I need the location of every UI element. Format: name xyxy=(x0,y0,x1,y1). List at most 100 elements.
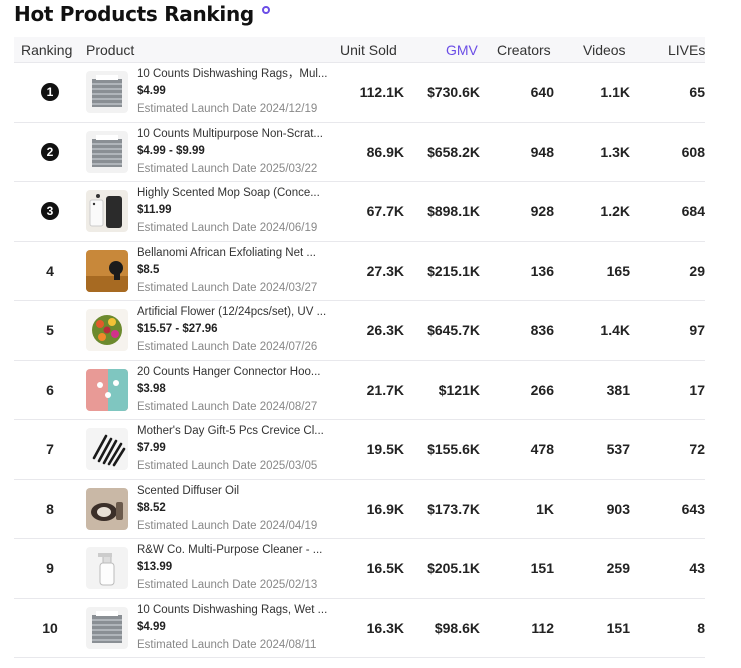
ranking-table: Ranking Product Unit Sold GMV Creators V… xyxy=(14,37,705,658)
launch-date: Estimated Launch Date 2025/03/22 xyxy=(137,162,318,175)
product-thumbnail-rags[interactable] xyxy=(86,71,128,113)
unit-sold-value: 16.5K xyxy=(366,560,404,577)
lives-value: 65 xyxy=(689,84,705,101)
table-row-8[interactable]: 8 Scented Diffuser Oil $8.52 Estimated L… xyxy=(14,478,705,539)
rank-badge: 1 xyxy=(41,83,59,102)
unit-sold-value: 26.3K xyxy=(366,322,404,339)
header: Hot Products Ranking xyxy=(14,0,270,28)
product-name[interactable]: R&W Co. Multi-Purpose Cleaner - ... xyxy=(137,544,323,556)
col-creators[interactable]: Creators xyxy=(497,41,551,58)
gmv-value: $205.1K xyxy=(427,560,480,577)
table-row-7[interactable]: 7 Mother's Day Gift-5 Pcs Crevice Cl... … xyxy=(14,419,705,479)
product-thumbnail-rags[interactable] xyxy=(86,130,128,173)
rank-cell: 5 xyxy=(41,301,59,360)
product-name[interactable]: 10 Counts Multipurpose Non-Scrat... xyxy=(137,127,324,140)
product-name[interactable]: 20 Counts Hanger Connector Hoo... xyxy=(137,365,321,378)
product-name[interactable]: Mother's Day Gift-5 Pcs Crevice Cl... xyxy=(137,425,324,437)
product-info: Artificial Flower (12/24pcs/set), UV ...… xyxy=(137,305,337,356)
creators-value: 112 xyxy=(531,619,554,636)
unit-sold-value: 86.9K xyxy=(366,143,404,160)
lives-value: 17 xyxy=(689,381,705,398)
rank-badge: 8 xyxy=(46,500,54,517)
product-thumbnail-soap[interactable] xyxy=(86,190,128,232)
lives-value: 29 xyxy=(689,262,705,279)
rank-cell: 10 xyxy=(41,599,59,658)
table-row-3[interactable]: 3 Highly Scented Mop Soap (Conce... $11.… xyxy=(14,181,705,241)
product-thumbnail-cat[interactable] xyxy=(86,487,128,530)
gmv-value: $121K xyxy=(438,381,480,398)
product-thumbnail-rags[interactable] xyxy=(86,606,128,649)
videos-value: 381 xyxy=(606,381,630,398)
gmv-value: $658.2K xyxy=(427,143,480,160)
lives-value: 684 xyxy=(681,203,705,220)
col-unit-sold[interactable]: Unit Sold xyxy=(340,41,397,58)
table-row-6[interactable]: 6 20 Counts Hanger Connector Hoo... $3.9… xyxy=(14,359,705,420)
rank-cell: 6 xyxy=(41,361,59,420)
rank-cell: 2 xyxy=(41,123,59,182)
launch-date: Estimated Launch Date 2024/06/19 xyxy=(137,222,318,234)
creators-value: 640 xyxy=(530,84,554,101)
table-row-5[interactable]: 5 Artificial Flower (12/24pcs/set), UV .… xyxy=(14,300,705,360)
creators-value: 136 xyxy=(530,262,554,279)
product-name[interactable]: Bellanomi African Exfoliating Net ... xyxy=(137,246,316,259)
lives-value: 643 xyxy=(681,500,705,517)
rank-cell: 1 xyxy=(41,63,59,122)
page-title: Hot Products Ranking xyxy=(14,2,254,26)
gmv-value: $730.6K xyxy=(427,84,480,101)
product-thumbnail-net[interactable] xyxy=(86,249,128,292)
product-thumbnail-brush[interactable] xyxy=(86,428,128,470)
creators-value: 478 xyxy=(530,441,554,458)
product-info: Highly Scented Mop Soap (Conce... $11.99… xyxy=(137,186,337,237)
product-info: 10 Counts Multipurpose Non-Scrat... $4.9… xyxy=(137,127,337,178)
launch-date: Estimated Launch Date 2024/07/26 xyxy=(137,341,318,353)
videos-value: 151 xyxy=(606,619,630,636)
col-lives[interactable]: LIVEs xyxy=(668,41,706,58)
product-price: $3.98 xyxy=(137,382,166,395)
table-row-10[interactable]: 10 10 Counts Dishwashing Rags, Wet ... $… xyxy=(14,597,705,658)
table-row-9[interactable]: 9 R&W Co. Multi-Purpose Cleaner - ... $1… xyxy=(14,538,705,598)
product-name[interactable]: Artificial Flower (12/24pcs/set), UV ... xyxy=(137,306,327,318)
launch-date: Estimated Launch Date 2024/08/27 xyxy=(137,400,318,413)
product-thumbnail-hanger[interactable] xyxy=(86,368,128,411)
unit-sold-value: 67.7K xyxy=(366,203,404,220)
gmv-value: $173.7K xyxy=(427,500,480,517)
product-name[interactable]: Highly Scented Mop Soap (Conce... xyxy=(137,187,320,199)
product-name[interactable]: 10 Counts Dishwashing Rags, Wet ... xyxy=(137,603,328,616)
videos-value: 1.3K xyxy=(600,143,630,160)
videos-value: 165 xyxy=(606,262,630,279)
lives-value: 43 xyxy=(689,560,705,577)
rank-cell: 9 xyxy=(41,539,59,598)
gmv-value: $215.1K xyxy=(427,262,480,279)
table-row-4[interactable]: 4 Bellanomi African Exfoliating Net ... … xyxy=(14,240,705,301)
unit-sold-value: 21.7K xyxy=(366,381,404,398)
product-price: $7.99 xyxy=(137,442,166,454)
rank-cell: 7 xyxy=(41,420,59,479)
lives-value: 97 xyxy=(689,322,705,339)
unit-sold-value: 19.5K xyxy=(366,441,404,458)
rank-badge: 9 xyxy=(46,560,54,577)
col-ranking[interactable]: Ranking xyxy=(21,41,73,58)
info-icon[interactable] xyxy=(261,6,270,14)
product-thumbnail-spray[interactable] xyxy=(86,547,128,589)
product-name[interactable]: 10 Counts Dishwashing Rags，Mul... xyxy=(137,68,328,80)
product-name[interactable]: Scented Diffuser Oil xyxy=(137,484,240,497)
product-info: 10 Counts Dishwashing Rags，Mul... $4.99 … xyxy=(137,67,337,118)
product-thumbnail-flower[interactable] xyxy=(86,309,128,351)
product-info: Scented Diffuser Oil $8.52 Estimated Lau… xyxy=(137,484,337,535)
creators-value: 928 xyxy=(530,203,554,220)
videos-value: 903 xyxy=(606,500,630,517)
rank-cell: 4 xyxy=(41,242,59,301)
col-gmv[interactable]: GMV xyxy=(446,41,478,58)
gmv-value: $645.7K xyxy=(427,322,480,339)
product-price: $4.99 xyxy=(137,620,166,633)
col-product: Product xyxy=(86,41,135,58)
table-row-1[interactable]: 1 10 Counts Dishwashing Rags，Mul... $4.9… xyxy=(14,62,705,122)
rank-badge: 3 xyxy=(41,202,59,221)
rank-badge: 5 xyxy=(46,322,54,339)
col-videos[interactable]: Videos xyxy=(583,41,626,58)
table-row-2[interactable]: 2 10 Counts Multipurpose Non-Scrat... $4… xyxy=(14,121,705,182)
unit-sold-value: 112.1K xyxy=(359,84,404,101)
gmv-value: $898.1K xyxy=(427,203,480,220)
lives-value: 8 xyxy=(697,619,705,636)
rank-badge: 7 xyxy=(46,441,54,458)
